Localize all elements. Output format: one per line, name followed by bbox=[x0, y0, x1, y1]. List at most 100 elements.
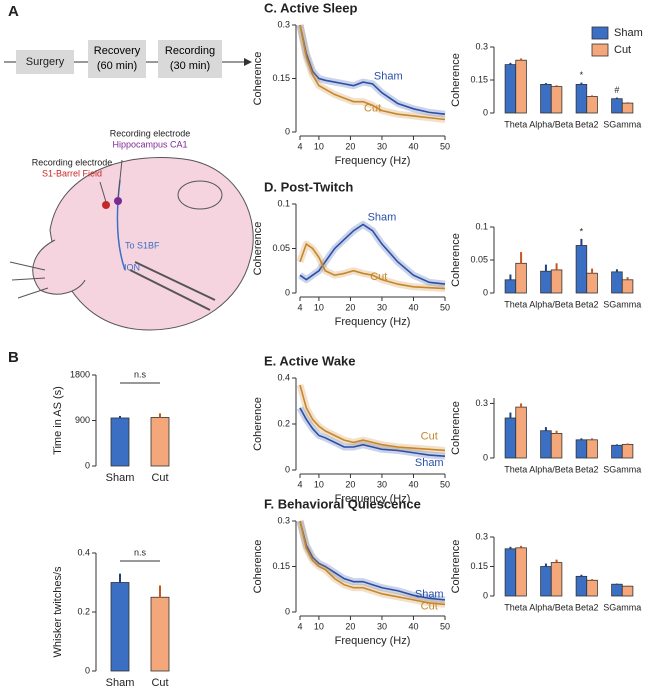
series-label: Sham bbox=[415, 588, 444, 600]
bar bbox=[504, 64, 517, 114]
electrode bbox=[102, 201, 110, 209]
electrode-site: Hippocampus CA1 bbox=[112, 139, 187, 149]
legend-label: Cut bbox=[614, 44, 631, 56]
x-tick-label: Cut bbox=[151, 472, 168, 484]
bar bbox=[504, 279, 517, 294]
y-axis-label: Coherence bbox=[252, 52, 264, 106]
chart-title: C. Active Sleep bbox=[264, 0, 358, 15]
electrode bbox=[114, 197, 122, 205]
series-label: Sham bbox=[415, 457, 444, 469]
step-box bbox=[158, 40, 222, 78]
x-tick-label: 30 bbox=[377, 141, 387, 151]
y-axis-label: Coherence bbox=[252, 397, 264, 451]
y-tick-label: 0 bbox=[285, 126, 290, 136]
whiskers bbox=[9, 261, 49, 299]
annotation: # bbox=[614, 85, 619, 95]
bar bbox=[540, 270, 552, 294]
y-tick-label: 0 bbox=[85, 460, 90, 470]
bar bbox=[611, 444, 623, 459]
x-tick-label: Theta bbox=[504, 464, 527, 474]
bar bbox=[550, 86, 563, 114]
bar bbox=[621, 279, 634, 294]
x-tick-label: 4 bbox=[297, 141, 302, 151]
bar bbox=[515, 406, 527, 459]
x-tick-label: Sham bbox=[106, 677, 135, 689]
series-line bbox=[299, 24, 446, 115]
bar bbox=[504, 548, 517, 597]
x-tick-label: Theta bbox=[504, 602, 527, 612]
x-tick-label: Beta2 bbox=[575, 119, 599, 129]
series-line bbox=[299, 24, 446, 121]
y-tick-label: 0 bbox=[285, 464, 290, 474]
x-tick-label: 40 bbox=[408, 621, 418, 631]
probe bbox=[129, 261, 216, 311]
y-axis-label: Coherence bbox=[252, 222, 264, 276]
step: Recording (30 min) bbox=[164, 45, 216, 72]
bar bbox=[621, 585, 634, 597]
y-axis-label: Coherence bbox=[450, 540, 462, 594]
series-line bbox=[299, 242, 446, 290]
x-tick-label: Beta2 bbox=[575, 299, 599, 309]
x-tick-label: SGamma bbox=[603, 119, 641, 129]
y-axis-label: Coherence bbox=[450, 53, 462, 107]
bar bbox=[575, 439, 588, 459]
y-axis-label: Whisker twitches/s bbox=[52, 566, 64, 658]
bar bbox=[515, 547, 527, 597]
x-tick-label: 10 bbox=[314, 141, 324, 151]
legend-swatch bbox=[591, 26, 609, 40]
y-axis-label: Coherence bbox=[450, 401, 462, 455]
annotation: * bbox=[580, 226, 584, 236]
x-tick-label: Alpha/Beta bbox=[529, 602, 573, 612]
x-tick-label: 20 bbox=[345, 621, 355, 631]
bar bbox=[575, 575, 588, 597]
y-tick-label: 0 bbox=[483, 590, 488, 600]
lead bbox=[99, 181, 107, 203]
y-tick-label: 0.1 bbox=[475, 221, 488, 231]
x-tick-label: Beta2 bbox=[575, 464, 599, 474]
legend-label: Sham bbox=[614, 27, 643, 39]
series-line bbox=[299, 384, 446, 452]
x-tick-label: 10 bbox=[314, 479, 324, 489]
y-tick-label: 0 bbox=[483, 287, 488, 297]
bar bbox=[621, 102, 634, 114]
x-tick-label: 40 bbox=[408, 141, 418, 151]
annotation: n.s bbox=[134, 547, 147, 557]
bar bbox=[504, 417, 517, 459]
x-tick-label: 50 bbox=[440, 621, 450, 631]
lead bbox=[117, 159, 123, 199]
series-label: Cut bbox=[364, 103, 381, 115]
bar bbox=[540, 566, 552, 597]
x-tick-label: 4 bbox=[297, 479, 302, 489]
x-tick-label: 20 bbox=[345, 302, 355, 312]
x-tick-label: Theta bbox=[504, 299, 527, 309]
y-tick-label: 0.4 bbox=[277, 372, 290, 382]
bar bbox=[110, 582, 130, 672]
step-box bbox=[16, 50, 74, 74]
electrode-title: Recording electrode bbox=[110, 128, 191, 138]
y-tick-label: 0.1 bbox=[277, 198, 290, 208]
electrode-title: Recording electrode bbox=[32, 157, 113, 167]
step-box bbox=[88, 40, 146, 78]
bar bbox=[150, 417, 170, 467]
x-tick-label: Cut bbox=[151, 677, 168, 689]
series-line bbox=[299, 407, 446, 457]
y-tick-label: 0.3 bbox=[277, 515, 290, 525]
series-label: Sham bbox=[374, 71, 403, 83]
series-label: Cut bbox=[421, 431, 438, 443]
y-tick-label: 0.05 bbox=[272, 243, 290, 253]
x-tick-label: 20 bbox=[345, 479, 355, 489]
x-tick-label: 50 bbox=[440, 479, 450, 489]
bar bbox=[540, 430, 552, 459]
timeline-arrow bbox=[244, 58, 252, 66]
chart-title: D. Post-Twitch bbox=[264, 179, 353, 194]
bar bbox=[611, 98, 623, 114]
x-tick-label: Beta2 bbox=[575, 602, 599, 612]
y-tick-label: 0.2 bbox=[277, 418, 290, 428]
nerve-label: ION bbox=[124, 262, 140, 272]
y-tick-label: 1800 bbox=[70, 369, 90, 379]
x-tick-label: 30 bbox=[377, 479, 387, 489]
y-tick-label: 0 bbox=[483, 107, 488, 117]
x-axis-label: Frequency (Hz) bbox=[335, 635, 411, 647]
series-label: Cut bbox=[370, 271, 387, 283]
x-tick-label: Alpha/Beta bbox=[529, 119, 573, 129]
